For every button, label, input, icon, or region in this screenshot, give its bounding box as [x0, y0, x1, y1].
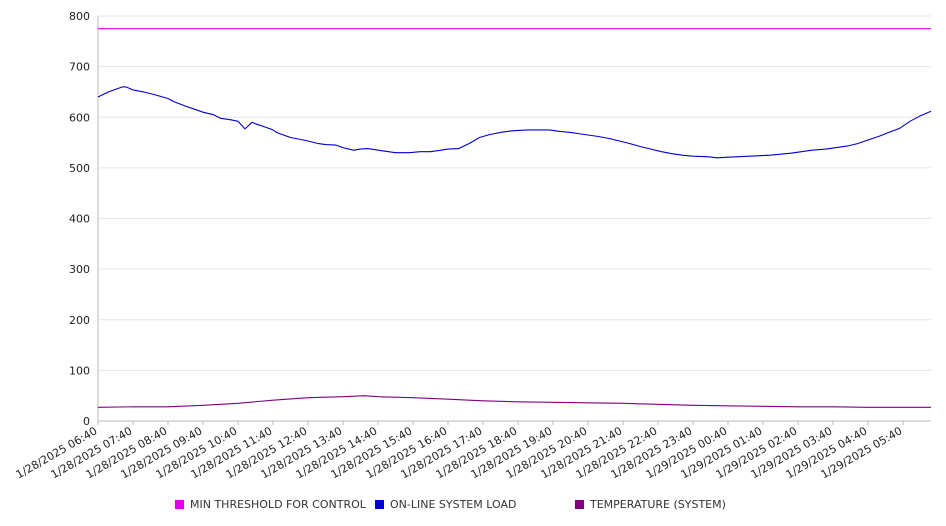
y-tick-label: 400 — [69, 213, 90, 226]
legend: MIN THRESHOLD FOR CONTROL ON-LINE SYSTEM… — [0, 498, 946, 514]
legend-label-system-load: ON-LINE SYSTEM LOAD — [390, 498, 517, 511]
grid-lines — [98, 15, 931, 371]
legend-swatch-system-load — [375, 500, 384, 509]
series-line-temperature — [97, 395, 931, 408]
y-tick-label: 600 — [69, 111, 90, 124]
legend-item-min-threshold[interactable]: MIN THRESHOLD FOR CONTROL — [175, 498, 366, 511]
legend-item-temperature[interactable]: TEMPERATURE (SYSTEM) — [575, 498, 726, 511]
legend-item-system-load[interactable]: ON-LINE SYSTEM LOAD — [375, 498, 516, 511]
y-tick-label: 700 — [69, 61, 90, 74]
legend-swatch-min-threshold — [175, 500, 184, 509]
y-tick-label: 0 — [83, 415, 90, 428]
y-tick-label: 500 — [69, 162, 90, 175]
y-tick-label: 800 — [69, 10, 90, 23]
x-axis-ticks: 1/28/2025 06:401/28/2025 07:401/28/2025 … — [14, 421, 905, 481]
legend-label-min-threshold: MIN THRESHOLD FOR CONTROL — [190, 498, 366, 511]
series-line-system-load — [97, 86, 932, 159]
legend-label-temperature: TEMPERATURE (SYSTEM) — [590, 498, 726, 511]
y-tick-label: 100 — [69, 364, 90, 377]
y-axis-ticks: 0 100 200 300 400 500 600 700 800 — [69, 10, 90, 428]
axes — [97, 16, 931, 422]
series-lines — [97, 28, 932, 408]
y-tick-label: 300 — [69, 263, 90, 276]
y-tick-label: 200 — [69, 314, 90, 327]
legend-swatch-temperature — [575, 500, 584, 509]
